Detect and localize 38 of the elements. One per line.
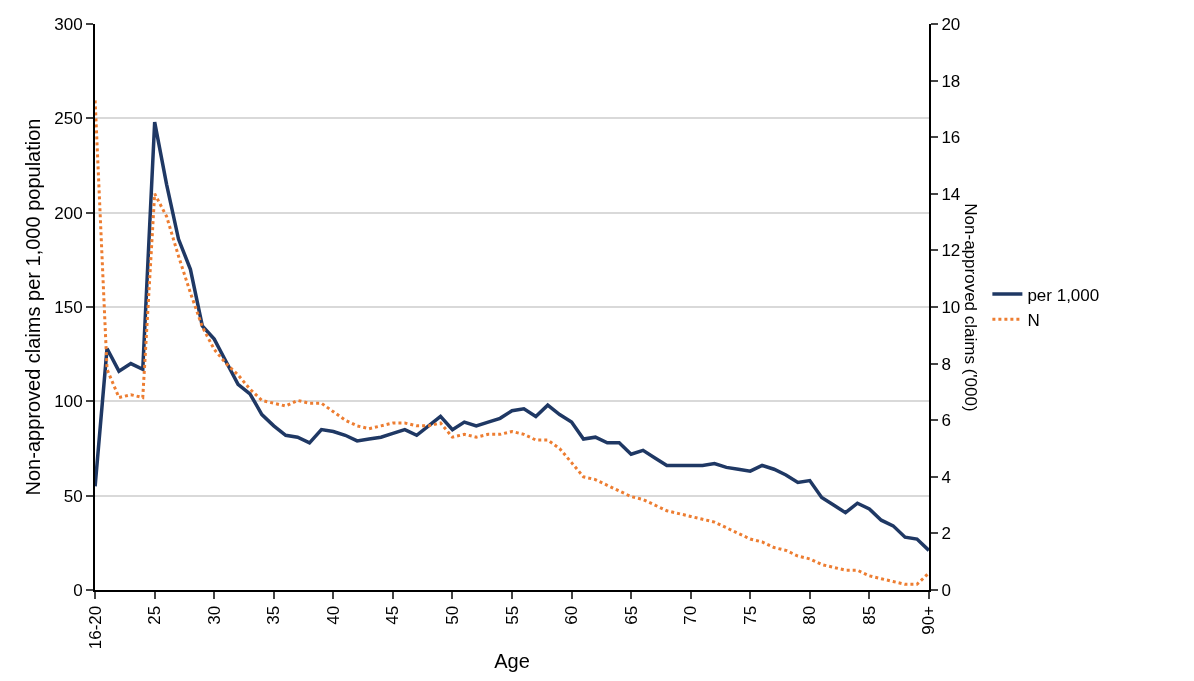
- y-tick-label: 250: [54, 109, 83, 129]
- x-tick-label: 16-20: [85, 605, 105, 650]
- x-tick-label: 80: [800, 605, 820, 625]
- x-tick-label: 75: [740, 605, 760, 625]
- y2-tick-label: 4: [941, 467, 951, 487]
- y2-tick-label: 2: [941, 524, 951, 544]
- y2-tick-label: 0: [941, 580, 951, 600]
- x-tick-label: 65: [621, 605, 641, 625]
- y-tick-label: 300: [54, 14, 83, 34]
- y2-tick-label: 8: [941, 354, 951, 374]
- x-tick-label: 60: [562, 605, 582, 625]
- y2-tick-label: 20: [941, 14, 961, 34]
- y2-tick-label: 18: [941, 71, 961, 91]
- x-tick-label: 70: [681, 605, 701, 625]
- y2-axis-title: Non-approved claims ('000): [960, 203, 980, 412]
- x-axis-title: Age: [494, 650, 530, 673]
- y2-tick-label: 6: [941, 411, 951, 431]
- x-tick-label: 45: [383, 605, 403, 625]
- y-tick-label: 100: [54, 392, 83, 412]
- y2-tick-label: 16: [941, 128, 961, 148]
- y-tick-label: 50: [63, 486, 83, 506]
- y2-tick-label: 12: [941, 241, 961, 261]
- x-tick-label: 30: [204, 605, 224, 625]
- y2-tick-label: 14: [941, 184, 961, 204]
- legend-label: N: [1027, 310, 1040, 330]
- y-tick-label: 0: [73, 580, 83, 600]
- y-axis-title: Non-approved claims per 1,000 population: [22, 118, 45, 496]
- y2-tick-label: 10: [941, 297, 961, 317]
- y-tick-label: 150: [54, 297, 83, 317]
- legend-label: per 1,000: [1027, 285, 1100, 305]
- x-tick-label: 40: [323, 605, 343, 625]
- x-tick-label: 85: [859, 605, 879, 625]
- y-tick-label: 200: [54, 203, 83, 223]
- x-tick-label: 35: [264, 605, 284, 625]
- x-tick-label: 25: [145, 605, 165, 625]
- x-tick-label: 90+: [919, 605, 939, 635]
- x-tick-label: 50: [442, 605, 462, 625]
- x-tick-label: 55: [502, 605, 522, 625]
